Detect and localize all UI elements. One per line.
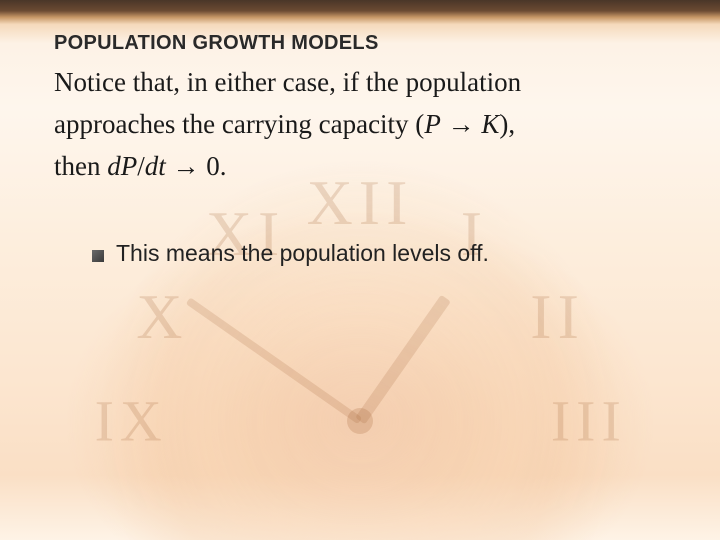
body-line2-a: approaches the carrying capacity (: [54, 109, 424, 139]
bullet-square-icon: [92, 250, 104, 262]
var-dp: dP: [107, 151, 137, 181]
bullet-text: This means the population levels off.: [116, 240, 489, 267]
var-k: K: [481, 109, 499, 139]
arrow: →: [441, 109, 482, 139]
bullet-list: This means the population levels off.: [92, 240, 660, 267]
clock-numeral: III: [551, 388, 627, 455]
slash: /: [137, 151, 145, 181]
clock-numeral: X: [136, 280, 188, 354]
body-line1: Notice that, in either case, if the popu…: [54, 67, 521, 97]
clock-hub: [347, 408, 373, 434]
clock-watermark: XII I II III XI X IX: [100, 161, 620, 540]
clock-hour-hand: [355, 295, 451, 425]
slide-body: Notice that, in either case, if the popu…: [54, 62, 680, 188]
var-dt: dt: [145, 151, 166, 181]
arrow-zero: → 0.: [166, 151, 227, 181]
clock-minute-hand: [186, 297, 363, 424]
clock-numeral: IX: [95, 388, 168, 455]
clock-numeral: II: [530, 280, 585, 354]
body-line2-b: ),: [499, 109, 515, 139]
var-p: P: [424, 109, 441, 139]
body-line3-a: then: [54, 151, 107, 181]
bullet-item: This means the population levels off.: [92, 240, 660, 267]
slide-heading: POPULATION GROWTH MODELS: [54, 32, 379, 55]
